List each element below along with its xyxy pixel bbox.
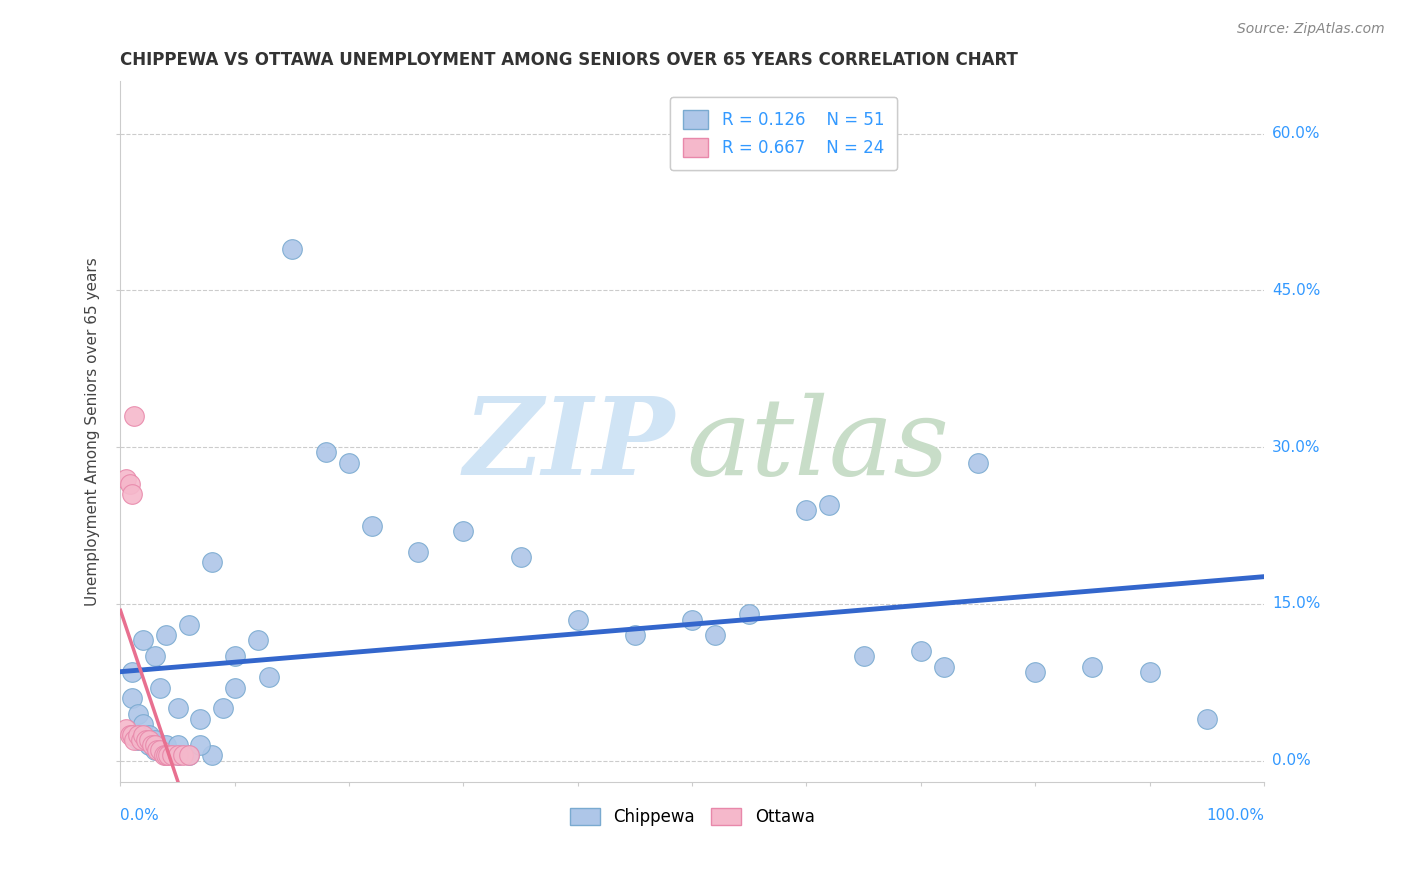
Point [190, 712, 212, 726]
Point [155, 748, 177, 763]
Point [132, 727, 155, 741]
Text: 100.0%: 100.0% [1206, 808, 1264, 823]
Point [146, 743, 169, 757]
Text: 60.0%: 60.0% [1272, 126, 1320, 141]
Point [115, 723, 138, 737]
Point [177, 617, 200, 632]
Text: 30.0%: 30.0% [1272, 440, 1320, 455]
Point [315, 445, 337, 459]
Point [127, 727, 149, 741]
Text: Source: ZipAtlas.com: Source: ZipAtlas.com [1237, 22, 1385, 37]
Point [121, 690, 143, 705]
Point [246, 633, 269, 648]
Text: 0.0%: 0.0% [1272, 753, 1310, 768]
Point [122, 409, 145, 423]
Point [1081, 659, 1104, 673]
Point [337, 456, 360, 470]
Point [190, 738, 212, 752]
Point [160, 748, 183, 763]
Point [132, 633, 155, 648]
Point [910, 644, 932, 658]
Point [166, 748, 188, 763]
Point [166, 748, 188, 763]
Point [967, 456, 990, 470]
Point [166, 738, 188, 752]
Point [257, 670, 280, 684]
Point [141, 738, 163, 752]
Point [509, 549, 531, 564]
Point [224, 649, 246, 664]
Point [132, 717, 155, 731]
Point [138, 732, 160, 747]
Point [149, 743, 172, 757]
Point [738, 607, 761, 622]
Text: atlas: atlas [686, 392, 949, 498]
Point [1024, 665, 1046, 679]
Point [932, 659, 955, 673]
Point [818, 498, 841, 512]
Point [121, 727, 143, 741]
Point [143, 743, 166, 757]
Point [138, 738, 160, 752]
Point [143, 732, 166, 747]
Point [153, 748, 176, 763]
Point [852, 649, 875, 664]
Point [177, 748, 200, 763]
Point [149, 681, 172, 695]
Point [281, 242, 304, 256]
Point [1195, 712, 1218, 726]
Point [122, 732, 145, 747]
Text: 0.0%: 0.0% [121, 808, 159, 823]
Text: 15.0%: 15.0% [1272, 597, 1320, 611]
Point [212, 701, 235, 715]
Text: 45.0%: 45.0% [1272, 283, 1320, 298]
Point [166, 701, 188, 715]
Point [143, 738, 166, 752]
Legend: R = 0.126    N = 51, R = 0.667    N = 24: R = 0.126 N = 51, R = 0.667 N = 24 [669, 96, 897, 170]
Point [155, 748, 177, 763]
Point [157, 748, 180, 763]
Point [118, 727, 141, 741]
Point [224, 681, 246, 695]
Point [127, 706, 149, 721]
Point [172, 748, 194, 763]
Point [453, 524, 475, 538]
Point [201, 748, 224, 763]
Point [121, 665, 143, 679]
Point [138, 727, 160, 741]
Point [177, 748, 200, 763]
Y-axis label: Unemployment Among Seniors over 65 years: Unemployment Among Seniors over 65 years [86, 257, 100, 606]
Point [567, 613, 589, 627]
Text: CHIPPEWA VS OTTAWA UNEMPLOYMENT AMONG SENIORS OVER 65 YEARS CORRELATION CHART: CHIPPEWA VS OTTAWA UNEMPLOYMENT AMONG SE… [121, 51, 1018, 69]
Point [121, 487, 143, 501]
Point [115, 471, 138, 485]
Point [127, 732, 149, 747]
Text: ZIP: ZIP [464, 392, 675, 499]
Point [704, 628, 727, 642]
Point [796, 503, 818, 517]
Point [155, 628, 177, 642]
Point [1139, 665, 1161, 679]
Point [406, 544, 429, 558]
Point [143, 649, 166, 664]
Point [129, 732, 152, 747]
Point [624, 628, 647, 642]
Point [155, 738, 177, 752]
Point [201, 555, 224, 569]
Point [361, 518, 384, 533]
Point [118, 476, 141, 491]
Point [135, 732, 157, 747]
Point [681, 613, 703, 627]
